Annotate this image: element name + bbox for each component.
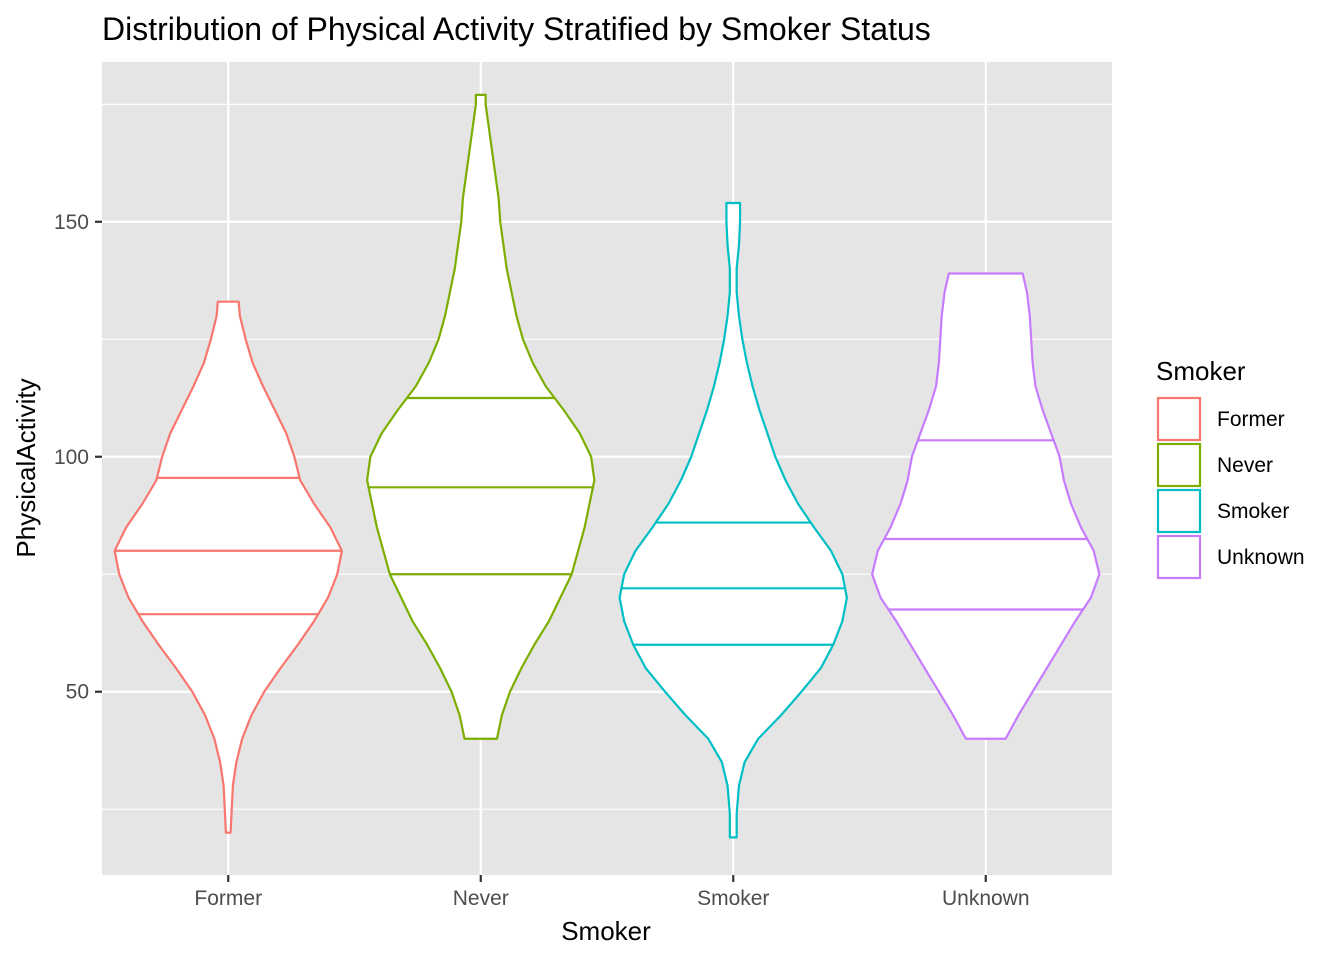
x-tick-label: Unknown [942, 887, 1030, 910]
legend-label: Former [1217, 408, 1285, 431]
violin-outline [366, 93, 596, 740]
x-tick-label: Smoker [697, 887, 769, 910]
legend-item-never: Never [1156, 442, 1273, 488]
y-axis-title: PhysicalActivity [11, 378, 41, 557]
violin-outline [618, 201, 848, 839]
legend-key [1156, 534, 1202, 580]
legend-title: Smoker [1156, 356, 1246, 386]
legend-item-smoker: Smoker [1156, 488, 1289, 534]
violins [113, 93, 1101, 839]
legend-item-former: Former [1156, 396, 1285, 442]
y-tick-label: 100 [54, 446, 89, 469]
legend-key [1156, 488, 1202, 534]
y-tick-label: 50 [66, 681, 89, 704]
violin-outline [871, 272, 1101, 740]
violin-smoker [618, 201, 848, 839]
y-axis: 50 100 150 [54, 211, 102, 704]
y-tick-label: 150 [54, 211, 89, 234]
x-axis-title: Smoker [561, 916, 651, 946]
legend-label: Unknown [1217, 546, 1305, 569]
violin-former [113, 300, 343, 834]
violin-outline [113, 300, 343, 834]
legend-key [1156, 396, 1202, 442]
legend: Smoker Former Never Smoker Unknown [1156, 356, 1305, 580]
violin-unknown [871, 272, 1101, 740]
x-axis: Former Never Smoker Unknown [194, 875, 1030, 910]
legend-key [1156, 442, 1202, 488]
chart-title: Distribution of Physical Activity Strati… [102, 11, 931, 47]
x-tick-label: Former [194, 887, 262, 910]
legend-label: Never [1217, 454, 1273, 477]
violin-never [366, 93, 596, 740]
legend-item-unknown: Unknown [1156, 534, 1305, 580]
x-tick-label: Never [453, 887, 509, 910]
legend-label: Smoker [1217, 500, 1289, 523]
